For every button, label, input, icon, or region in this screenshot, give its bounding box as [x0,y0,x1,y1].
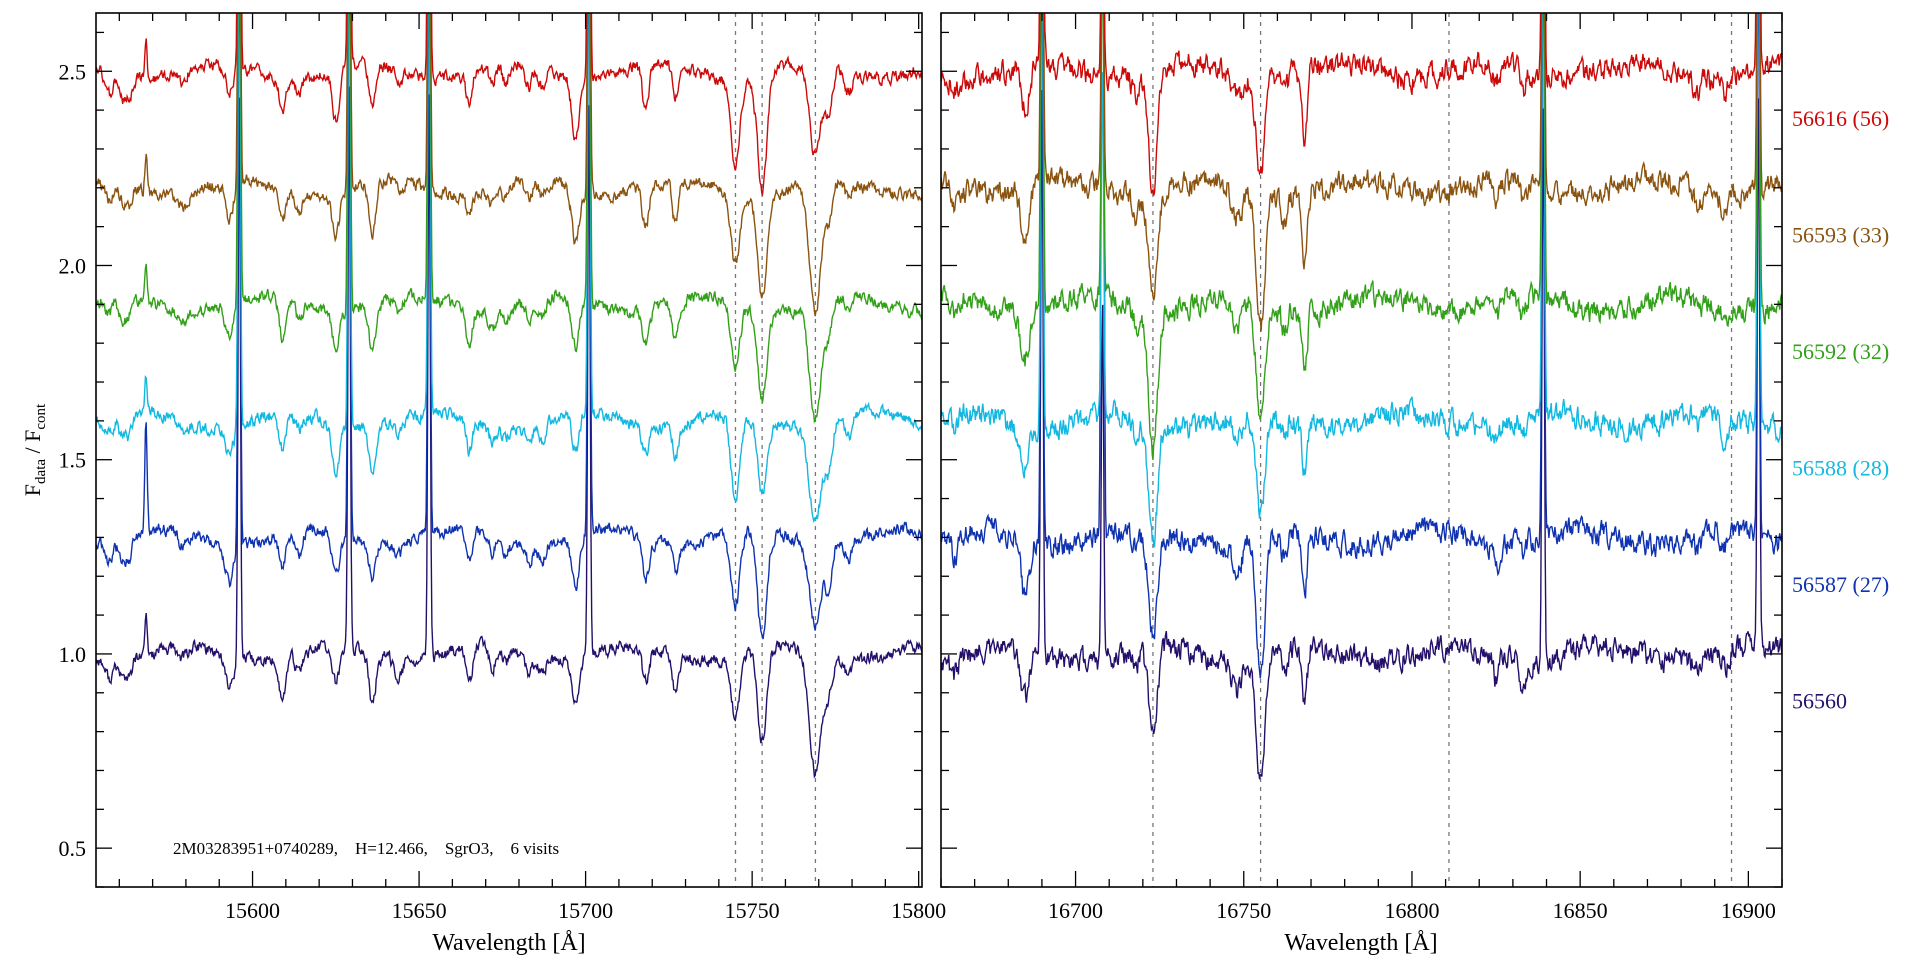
x-tick-label: 15600 [225,898,280,923]
spectrum-56588 [96,13,922,524]
x-tick-label: 16700 [1048,898,1103,923]
plot-frame [95,12,923,888]
x-tick-label: 16900 [1721,898,1776,923]
spectrum-56592 [96,13,922,424]
spectrum-56560 [96,86,922,779]
series-label-56616: 56616 (56) [1792,106,1889,131]
series-label-56588: 56588 (28) [1792,455,1889,480]
spectrum-56588 [941,13,1782,548]
x-tick-label: 15750 [725,898,780,923]
x-axis-label-right: Wavelength [Å] [1284,930,1437,956]
series-label-56593: 56593 (33) [1792,222,1889,247]
spectrum-56587 [941,13,1782,679]
series-labels: 56560 56587 (27) 56588 (28) 56592 (32) 56593… [1792,106,1889,714]
plot-frame [940,12,1783,888]
series-label-56587: 56587 (27) [1792,572,1889,597]
spectrum-56560 [941,89,1782,780]
series-label-56592: 56592 (32) [1792,339,1889,364]
x-axis-label-left: Wavelength [Å] [432,930,585,956]
annotation-text: 2M03283951+0740289, H=12.466, SgrO3, 6 v… [173,839,559,858]
x-tick-label: 16750 [1216,898,1271,923]
series-label-56560: 56560 [1792,689,1847,714]
y-label-sep: / F [20,430,45,459]
spectrum-56616 [96,13,922,196]
spectra-group [941,13,1782,780]
y-tick-label: 1.5 [59,448,87,473]
spectrum-56593 [941,13,1782,332]
spectrum-56616 [941,13,1782,196]
y-axis-label: Fdata / Fcont [20,403,49,496]
spectrum-56592 [941,13,1782,461]
x-tick-label: 15700 [558,898,613,923]
x-tick-label: 15650 [392,898,447,923]
y-label-main: F [20,484,45,496]
x-tick-label: 16850 [1553,898,1608,923]
y-tick-label: 2.0 [59,253,87,278]
y-tick-label: 1.0 [59,642,87,667]
y-label-sub2: cont [33,403,49,430]
left-panel: 15600 15650 15700 15750 15800 0.5 1.0 1.5 2.0 2.5 [59,12,946,923]
y-label-sub1: data [33,459,49,484]
x-tick-label: 16800 [1384,898,1439,923]
y-tick-label: 2.5 [59,59,87,84]
spectrum-56593 [96,13,922,317]
right-panel: 16700 16750 16800 16850 16900 [940,12,1783,923]
spectra-group [96,13,922,779]
spectrum-56587 [96,13,922,640]
y-tick-label: 0.5 [59,836,87,861]
x-tick-label: 15800 [891,898,946,923]
